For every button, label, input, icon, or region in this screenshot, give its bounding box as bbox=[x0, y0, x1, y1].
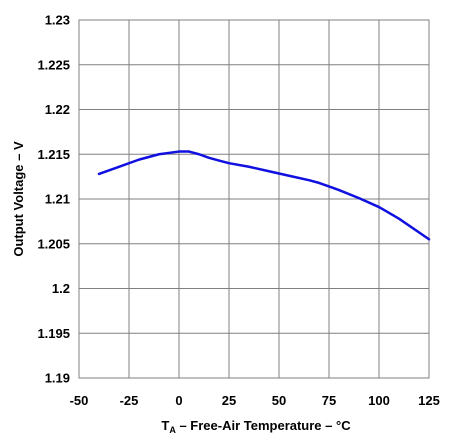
x-tick-label: 50 bbox=[272, 393, 286, 408]
output-voltage-line bbox=[97, 150, 431, 241]
x-tick-label: 25 bbox=[222, 393, 236, 408]
x-axis-title-rest: – Free-Air Temperature – °C bbox=[176, 418, 351, 433]
y-tick-label: 1.215 bbox=[37, 147, 70, 162]
y-axis-title: Output Voltage – V bbox=[11, 141, 26, 257]
y-tick-label: 1.23 bbox=[45, 13, 70, 28]
y-tick-labels: 1.19 1.195 1.2 1.205 1.21 1.215 1.22 1.225 1.23 bbox=[37, 13, 70, 386]
y-tick-label: 1.205 bbox=[37, 236, 70, 251]
plot-frame bbox=[78, 19, 430, 379]
grid bbox=[78, 19, 430, 379]
x-tick-label: 125 bbox=[418, 393, 440, 408]
x-tick-labels: -50 -25 0 25 50 75 100 125 bbox=[70, 393, 440, 408]
x-tick-label: 75 bbox=[322, 393, 336, 408]
x-axis-title-subscript: A bbox=[169, 425, 176, 435]
y-tick-label: 1.21 bbox=[45, 192, 70, 207]
y-tick-label: 1.195 bbox=[37, 326, 70, 341]
x-tick-label: 100 bbox=[368, 393, 390, 408]
x-tick-label: -25 bbox=[120, 393, 139, 408]
y-tick-label: 1.19 bbox=[45, 371, 70, 386]
x-tick-label: -50 bbox=[70, 393, 89, 408]
y-tick-label: 1.2 bbox=[52, 281, 70, 296]
x-axis-title: TA – Free-Air Temperature – °C bbox=[161, 418, 351, 435]
x-axis-title-main: T bbox=[161, 418, 169, 433]
x-tick-label: 0 bbox=[175, 393, 182, 408]
y-tick-label: 1.22 bbox=[45, 102, 70, 117]
y-tick-label: 1.225 bbox=[37, 57, 70, 72]
